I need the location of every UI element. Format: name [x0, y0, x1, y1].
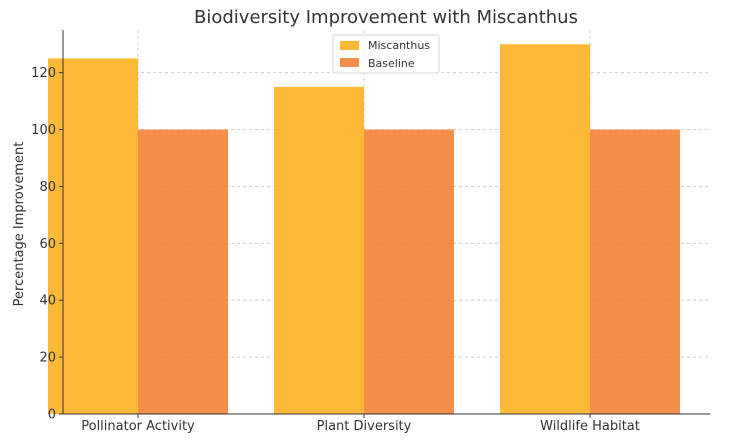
- legend: Miscanthus Baseline: [332, 34, 440, 74]
- y-axis-label: Percentage Improvement: [12, 142, 27, 307]
- bar-baseline-pollinator-activity: [138, 129, 228, 415]
- y-tick-label-5: 100: [31, 123, 56, 138]
- legend-frame: [332, 34, 440, 74]
- y-tick-label-4: 80: [39, 180, 56, 195]
- bar-baseline-plant-diversity: [364, 129, 454, 415]
- y-tick-label-2: 40: [39, 294, 56, 309]
- y-tick-label-6: 120: [31, 66, 56, 81]
- legend-label-miscanthus: Miscanthus: [368, 39, 430, 52]
- bar-miscanthus-plant-diversity: [274, 86, 364, 414]
- x-tick-label-0: Pollinator Activity: [81, 419, 195, 434]
- bars-layer: [48, 44, 680, 415]
- x-tick-label-2: Wildlife Habitat: [540, 419, 640, 434]
- x-ticks-layer: Pollinator Activity Plant Diversity Wildli…: [81, 414, 640, 434]
- bar-baseline-wildlife-habitat: [590, 129, 680, 415]
- y-tick-label-1: 20: [39, 351, 56, 366]
- legend-swatch-miscanthus: [340, 41, 359, 50]
- legend-label-baseline: Baseline: [368, 57, 415, 70]
- y-ticks-layer: 0 20 40 60 80 100 120: [31, 66, 63, 423]
- legend-swatch-baseline: [340, 58, 359, 67]
- y-tick-label-0: 0: [48, 408, 56, 423]
- chart-title: Biodiversity Improvement with Miscanthus: [194, 7, 578, 28]
- x-tick-label-1: Plant Diversity: [317, 419, 412, 434]
- y-tick-label-3: 60: [39, 237, 56, 252]
- bar-miscanthus-pollinator-activity: [48, 58, 138, 414]
- axes-layer: [62, 30, 710, 415]
- bar-miscanthus-wildlife-habitat: [500, 44, 590, 414]
